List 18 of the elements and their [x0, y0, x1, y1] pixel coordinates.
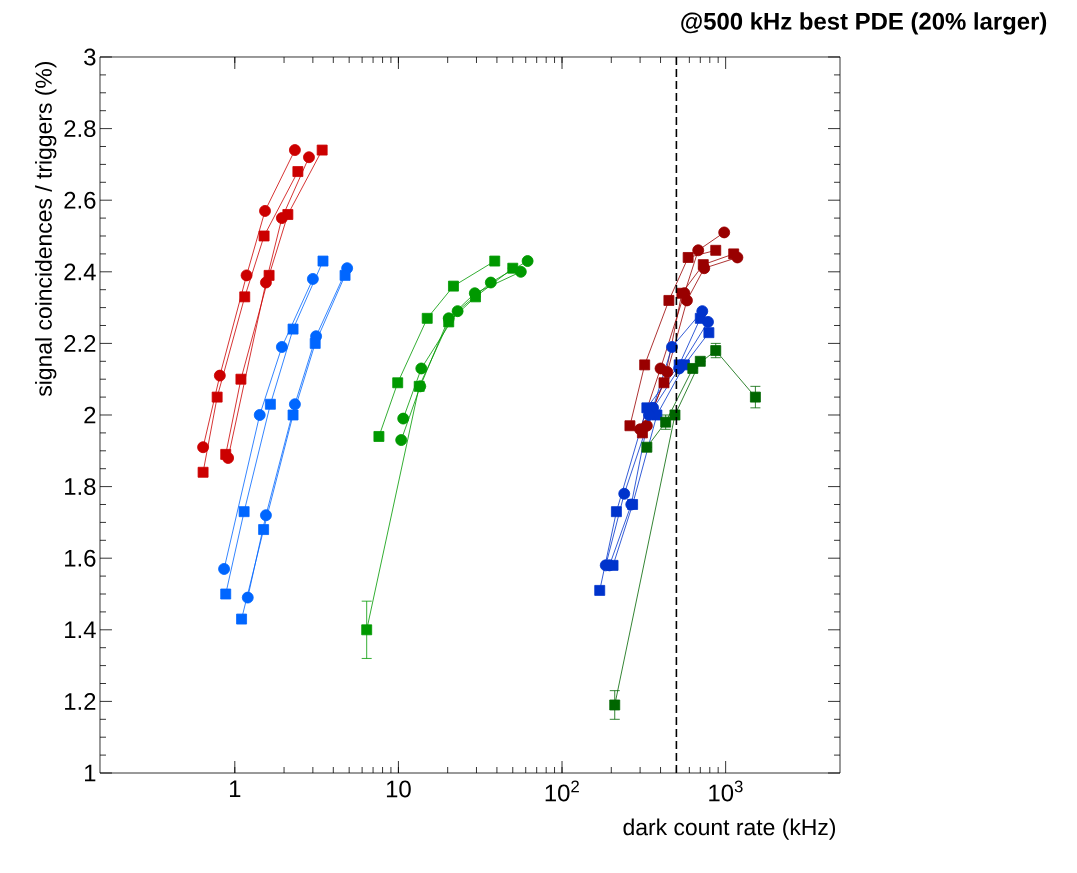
y-tick-label: 2.8 — [64, 120, 96, 138]
y-tick-label: 2.6 — [64, 191, 96, 209]
x-tick-label: 1 — [229, 780, 241, 797]
y-tick-label: 1 — [85, 764, 96, 782]
y-tick-label: 2.2 — [64, 335, 96, 352]
y-tick-label: 3 — [84, 48, 96, 66]
x-axis-title: dark count rate (kHz) — [623, 818, 836, 840]
y-tick-label: 1.8 — [65, 478, 96, 496]
y-axis-title: signal coincidences / triggers (%) — [35, 61, 57, 397]
chart-title: @500 kHz best PDE (20% larger) — [681, 12, 1047, 35]
x-tick-label: 10 — [386, 780, 411, 798]
y-tick-label: 2.4 — [64, 263, 96, 281]
y-tick-label: 1.6 — [65, 549, 96, 567]
x-tick-label: 10$^{2}$ — [545, 780, 579, 802]
y-tick-label: 2 — [84, 406, 96, 424]
x-tick-label: 10$^{3}$ — [709, 780, 743, 802]
y-tick-label: 1.2 — [65, 693, 96, 710]
y-tick-label: 1.4 — [65, 621, 96, 639]
